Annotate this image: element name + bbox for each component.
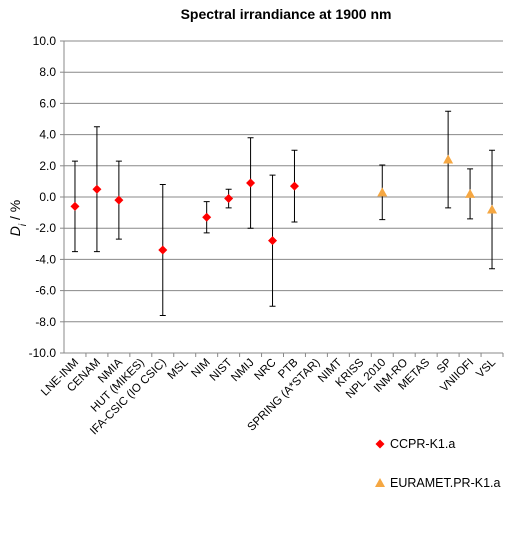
y-tick-label: 8.0 <box>39 65 56 79</box>
triangle-marker <box>377 187 388 197</box>
x-tick-label: VSL <box>474 356 498 380</box>
y-tick-label: 2.0 <box>39 159 56 173</box>
legend-label: EURAMET.PR-K1.a <box>390 476 500 490</box>
y-tick-label: -4.0 <box>35 252 56 266</box>
y-tick-label: -6.0 <box>35 284 56 298</box>
diamond-marker <box>289 181 299 191</box>
diamond-marker <box>268 236 278 246</box>
triangle-marker <box>443 154 454 164</box>
diamond-marker <box>202 212 212 222</box>
x-tick-label: NRC <box>253 357 279 383</box>
y-tick-label: 4.0 <box>39 128 56 142</box>
triangle-marker <box>375 478 385 487</box>
y-tick-label: -2.0 <box>35 221 56 235</box>
diamond-marker <box>114 195 124 205</box>
x-tick-label: NIST <box>208 357 235 384</box>
triangle-marker <box>465 188 476 198</box>
diamond-marker <box>158 245 168 255</box>
x-tick-label: NMIJ <box>229 357 256 384</box>
legend-label: CCPR-K1.a <box>390 437 455 451</box>
y-axis-label: Di / % <box>7 200 29 236</box>
diamond-marker <box>224 194 234 204</box>
y-label-symbol: D <box>7 226 23 236</box>
y-tick-label: -8.0 <box>35 315 56 329</box>
triangle-marker <box>487 204 498 214</box>
diamond-marker <box>246 178 256 188</box>
y-tick-label: 10.0 <box>33 34 57 48</box>
y-label-subscript: i <box>18 223 29 226</box>
y-label-unit: / % <box>7 200 23 224</box>
x-tick-label: MSL <box>166 356 192 382</box>
y-tick-label: 6.0 <box>39 96 56 110</box>
chart-title: Spectral irrandiance at 1900 nm <box>181 6 392 22</box>
diamond-marker <box>92 184 102 194</box>
y-tick-label: -10.0 <box>29 346 57 360</box>
diamond-marker <box>375 439 385 449</box>
y-tick-label: 0.0 <box>39 190 56 204</box>
diamond-marker <box>70 201 80 211</box>
